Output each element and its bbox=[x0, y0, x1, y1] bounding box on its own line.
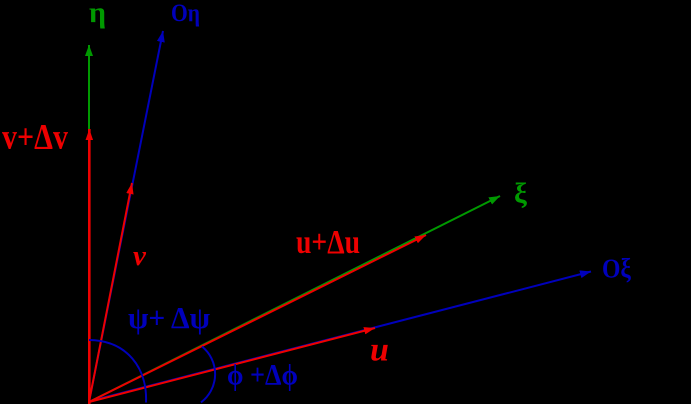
svg-text:u+Δu: u+Δu bbox=[296, 224, 360, 261]
svg-text:Oη: Oη bbox=[171, 0, 200, 27]
svg-text:v: v bbox=[133, 240, 147, 272]
svg-text:ϕ +Δϕ: ϕ +Δϕ bbox=[227, 358, 298, 391]
svg-text:v+Δv: v+Δv bbox=[2, 117, 68, 157]
svg-text:η: η bbox=[89, 0, 106, 29]
svg-text:u: u bbox=[370, 331, 389, 368]
svg-text:ξ: ξ bbox=[514, 178, 527, 210]
svg-text:ψ+ Δψ: ψ+ Δψ bbox=[128, 300, 211, 335]
svg-text:Oξ: Oξ bbox=[602, 254, 632, 284]
